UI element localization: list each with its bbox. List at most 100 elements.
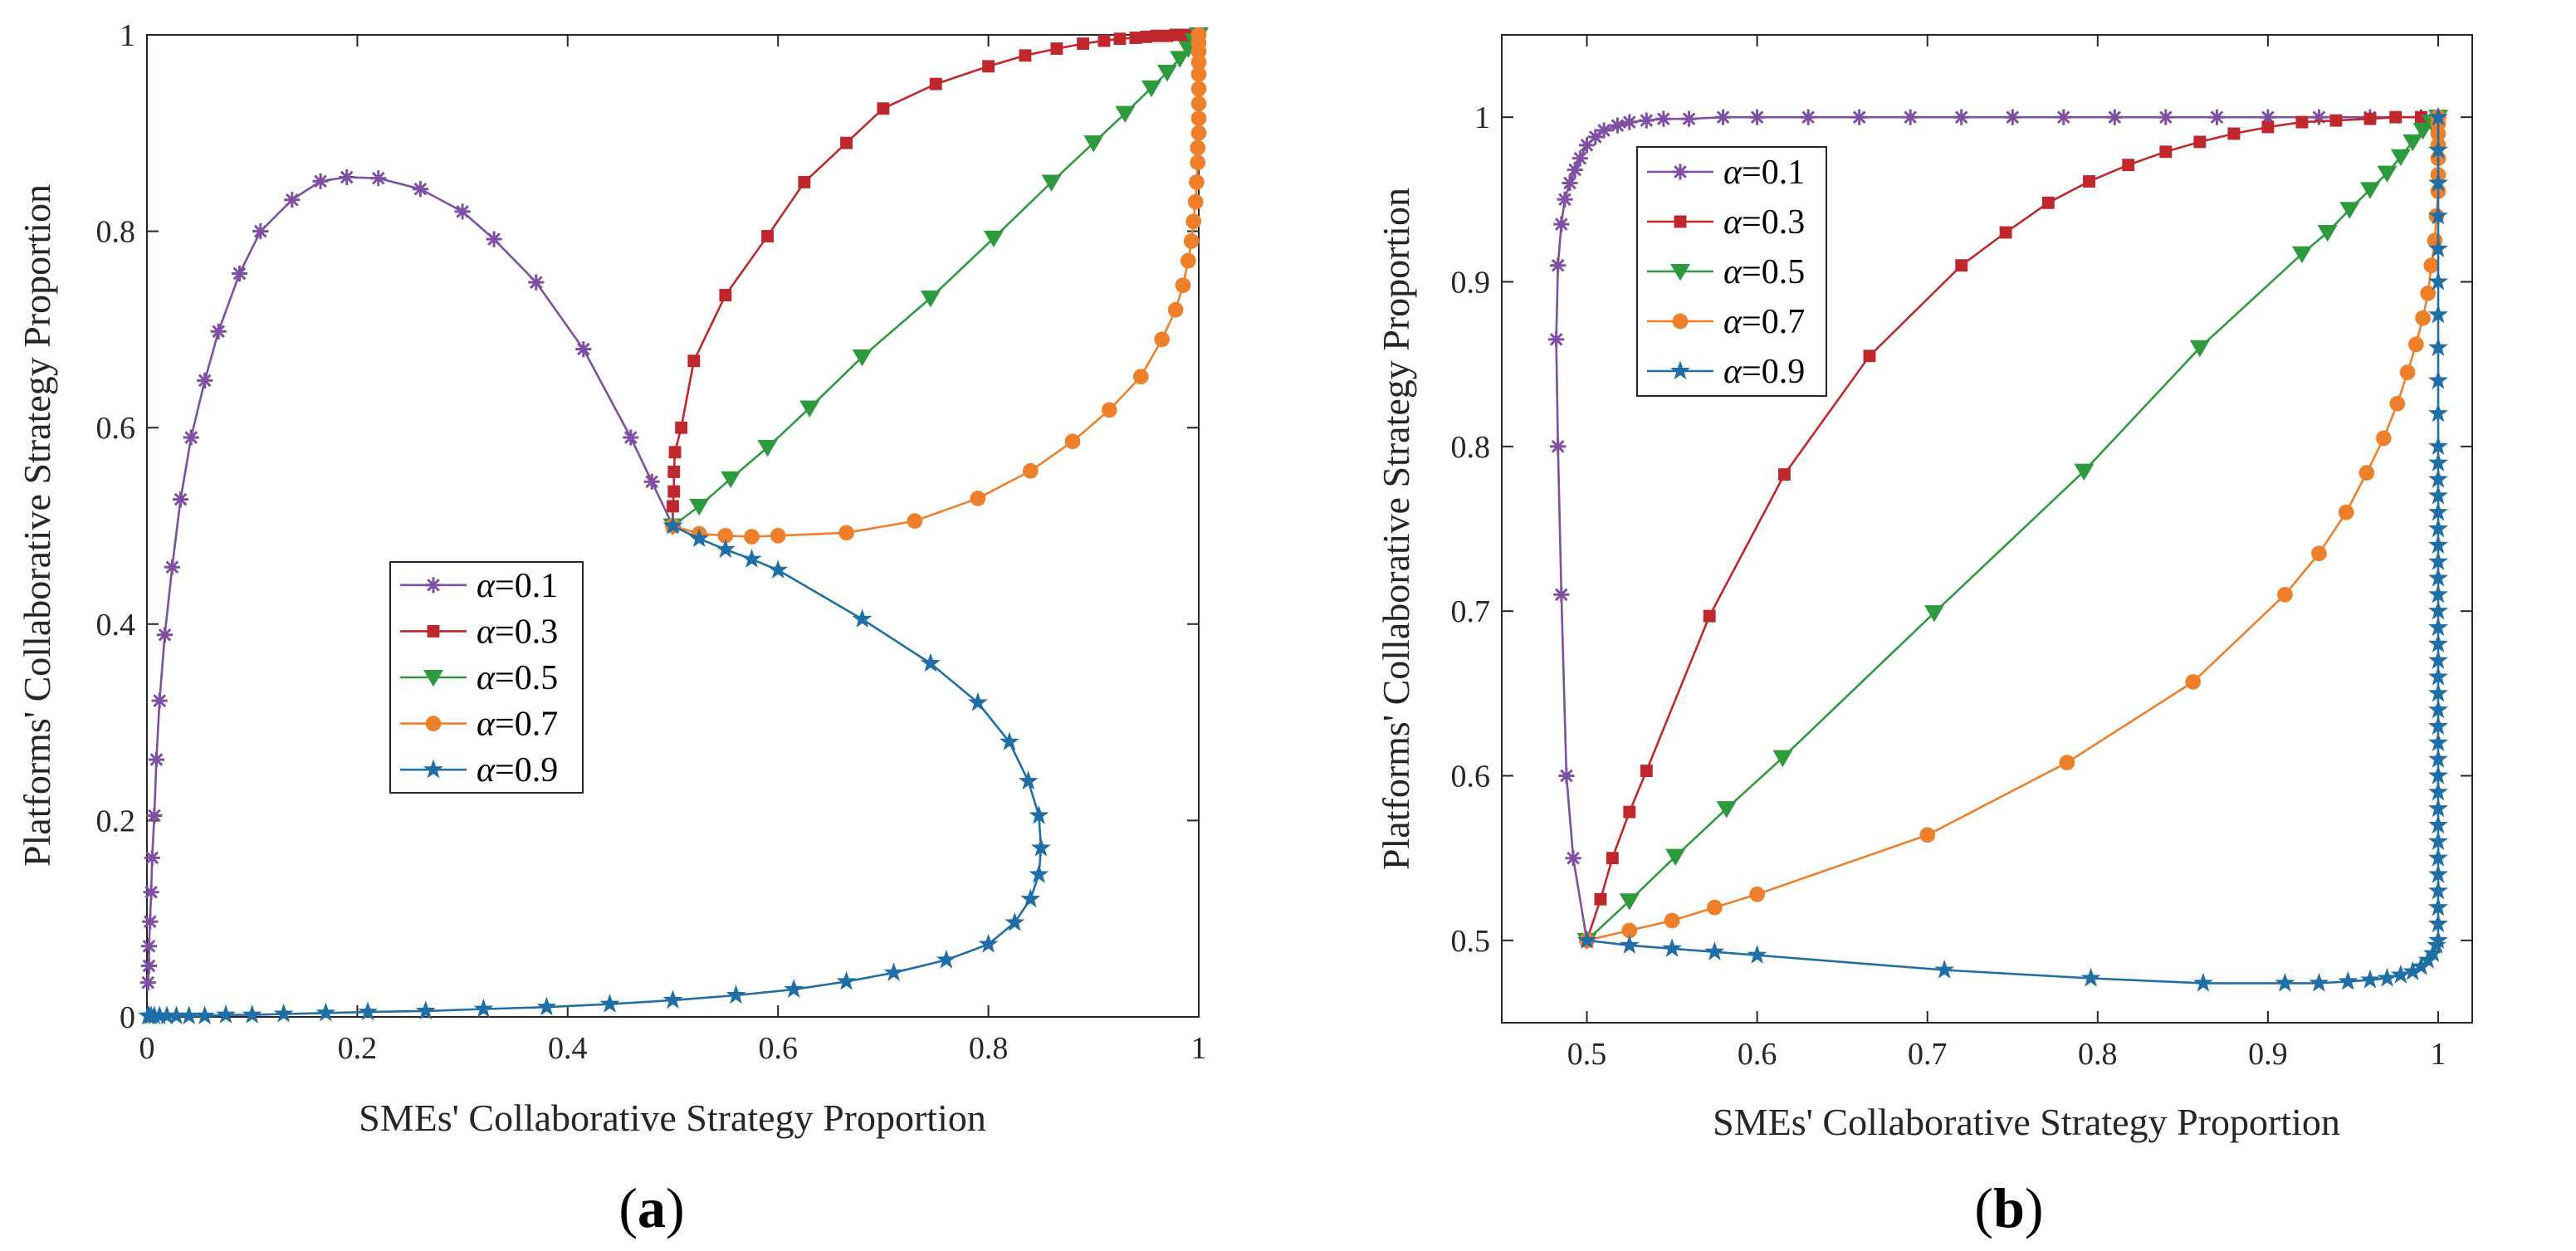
x-tick-label-b: 0.9 [2248,1037,2288,1072]
point-a-a07-marker [838,525,854,541]
x-tick-label-a: 0 [139,1031,155,1066]
y-tick-label-a: 0.8 [96,215,136,250]
x-tick-label-a: 0.4 [548,1031,588,1066]
point-a-a01-marker [140,938,158,955]
point-a-a01-marker [146,807,163,824]
point-b-a09-marker [2428,172,2448,192]
panel-label-a: (a) [618,1176,684,1239]
point-a-a01-marker [143,884,159,901]
point-a-a01-marker [148,751,164,768]
point-b-a05-marker [2359,182,2380,199]
point-b-a03-marker [2083,175,2095,188]
point-a-a07-marker [1189,174,1205,190]
legend-b-a01-marker [1672,164,1689,180]
point-a-a07-marker [717,527,734,544]
chart-panel-a: 0 0.2 0.4 0.6 0.8 1 0 0.2 0.4 0.6 0.8 1 SMEs' Colla… [16,18,1209,1239]
point-b-a05-marker [2189,340,2210,358]
point-b-a01-marker [1715,109,1732,125]
point-a-a01-marker [284,192,301,208]
point-a-a09-marker [936,949,956,969]
series-a-a07 [665,27,1207,545]
point-a-a09-marker [768,560,789,579]
point-a-a07-marker [1175,277,1191,294]
point-b-a09-marker [2428,880,2448,900]
point-a-a05-marker [1141,80,1161,98]
point-b-a01-marker [2208,109,2225,125]
x-tick-label-a: 0.2 [338,1031,378,1066]
point-b-a07-marker [2059,755,2075,770]
point-b-a03-marker [2159,145,2173,159]
point-b-a09-marker [2428,205,2448,225]
point-a-a07-marker [1022,462,1039,479]
legend-greek-b-a09: α [1723,353,1743,391]
point-b-a09-marker [2338,970,2358,990]
chart-panel-b: 0.5 0.6 0.7 0.8 0.9 1 0.5 0.6 0.7 0.8 0.9 1 SMEs' C… [1375,34,2473,1239]
point-b-a07-marker [1706,899,1723,916]
point-a-a09-marker [242,1004,262,1024]
point-a-a07-marker [970,491,986,506]
legend-b-a07-marker [1672,313,1689,330]
legend-value-a-a01: =0.1 [495,567,558,605]
legend-a-a09-marker [423,759,443,779]
point-a-a09-marker [138,1005,159,1024]
point-b-a07-marker [2420,286,2437,301]
point-b-a09-marker [2428,369,2448,389]
point-b-a03-marker [1955,259,1968,272]
point-a-a03-marker [1140,30,1153,43]
point-b-a09-marker [2428,749,2448,768]
point-a-a05-marker [1170,51,1190,68]
point-b-a07-marker [2277,586,2293,603]
point-b-a09-marker [2428,716,2448,735]
y-tick-label-a: 1 [120,18,135,53]
point-b-a09-marker [2428,304,2448,324]
point-b-a09-marker [2428,518,2448,538]
point-a-a05-marker [1115,105,1136,124]
point-a-a07-marker [1190,66,1207,82]
point-b-a09-marker [2428,930,2448,949]
point-a-a03-marker [840,136,853,149]
point-b-a01-marker [1553,216,1570,232]
legend-a-a07-marker [425,716,442,731]
point-b-a01-marker [1565,850,1581,867]
point-b-a01-marker [1562,174,1578,192]
point-b-a07-marker [2375,430,2392,447]
point-a-a07-marker [1132,369,1149,385]
point-b-a09-marker [1747,945,1767,964]
point-b-a03-marker [2122,159,2135,172]
series-group-b [1548,106,2448,992]
point-b-a05-marker [1619,893,1640,911]
point-a-a05-marker [1083,135,1104,153]
point-b-a09-marker [2428,650,2448,669]
point-a-a03-marker [667,485,681,498]
point-b-a07-marker [2311,545,2327,562]
point-b-a09-marker [2275,972,2295,992]
legend-value-a-a03: =0.3 [495,613,558,651]
point-b-a05-marker [1716,801,1737,819]
point-b-a07-marker [2185,674,2202,690]
point-b-a09-marker [2428,535,2448,554]
x-tick-label-a: 1 [1191,1031,1207,1066]
point-b-a01-marker [1902,109,1919,125]
point-b-a01-marker [2260,109,2276,125]
point-a-a09-marker [1029,804,1049,824]
point-b-a01-marker [1638,112,1655,129]
y-axis-label-b: Platforms' Collaborative Strategy Propor… [1375,188,1417,870]
point-b-a01-marker [1587,129,1604,145]
legend-label-b-a01: α=0.1 [1723,154,1805,192]
point-a-a07-marker [1183,233,1200,249]
point-a-a09-marker [1004,911,1025,931]
point-b-a05-marker [1772,750,1793,768]
point-a-a05-marker [757,439,778,457]
legend-label-b-a03: α=0.3 [1723,203,1805,242]
point-a-a03-marker [687,354,701,368]
y-tick-label-a: 0.4 [96,608,136,643]
point-b-a09-marker [2428,798,2448,818]
point-a-a01-marker [172,491,189,508]
point-b-a09-marker [2428,452,2448,472]
point-a-a07-marker [1190,81,1207,97]
point-a-a07-marker [1187,193,1204,210]
point-b-a09-marker [2428,271,2448,291]
point-b-a07-marker [2338,504,2354,520]
point-b-a01-marker [2055,109,2072,125]
x-axis-label-a: SMEs' Collaborative Strategy Proportion [359,1097,986,1139]
